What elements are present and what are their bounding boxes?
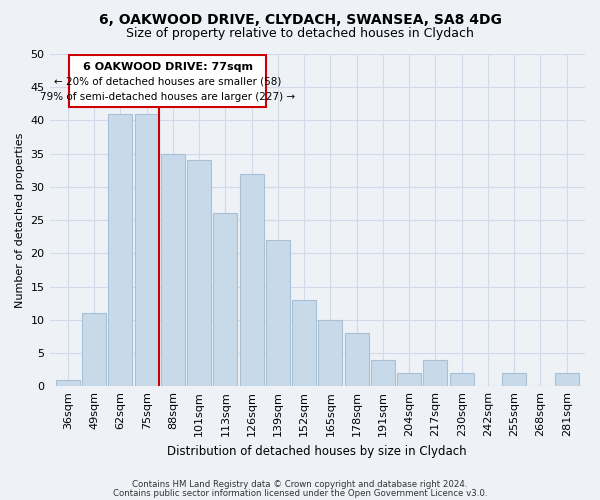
Text: Contains public sector information licensed under the Open Government Licence v3: Contains public sector information licen… bbox=[113, 488, 487, 498]
Text: 6 OAKWOOD DRIVE: 77sqm: 6 OAKWOOD DRIVE: 77sqm bbox=[83, 62, 253, 72]
Bar bbox=[266, 240, 290, 386]
FancyBboxPatch shape bbox=[69, 56, 266, 107]
Text: 6, OAKWOOD DRIVE, CLYDACH, SWANSEA, SA8 4DG: 6, OAKWOOD DRIVE, CLYDACH, SWANSEA, SA8 … bbox=[98, 12, 502, 26]
Text: Size of property relative to detached houses in Clydach: Size of property relative to detached ho… bbox=[126, 28, 474, 40]
Text: Contains HM Land Registry data © Crown copyright and database right 2024.: Contains HM Land Registry data © Crown c… bbox=[132, 480, 468, 489]
Bar bbox=[187, 160, 211, 386]
Text: ← 20% of detached houses are smaller (58): ← 20% of detached houses are smaller (58… bbox=[54, 77, 281, 87]
Y-axis label: Number of detached properties: Number of detached properties bbox=[15, 132, 25, 308]
Bar bbox=[397, 373, 421, 386]
Bar bbox=[371, 360, 395, 386]
Bar bbox=[239, 174, 264, 386]
Bar bbox=[449, 373, 474, 386]
Bar bbox=[134, 114, 159, 386]
Bar bbox=[344, 333, 369, 386]
Bar bbox=[56, 380, 80, 386]
X-axis label: Distribution of detached houses by size in Clydach: Distribution of detached houses by size … bbox=[167, 444, 467, 458]
Bar bbox=[292, 300, 316, 386]
Bar bbox=[424, 360, 448, 386]
Bar bbox=[554, 373, 579, 386]
Bar bbox=[109, 114, 133, 386]
Bar bbox=[502, 373, 526, 386]
Bar bbox=[82, 313, 106, 386]
Bar bbox=[214, 214, 238, 386]
Bar bbox=[319, 320, 343, 386]
Text: 79% of semi-detached houses are larger (227) →: 79% of semi-detached houses are larger (… bbox=[40, 92, 295, 102]
Bar bbox=[161, 154, 185, 386]
